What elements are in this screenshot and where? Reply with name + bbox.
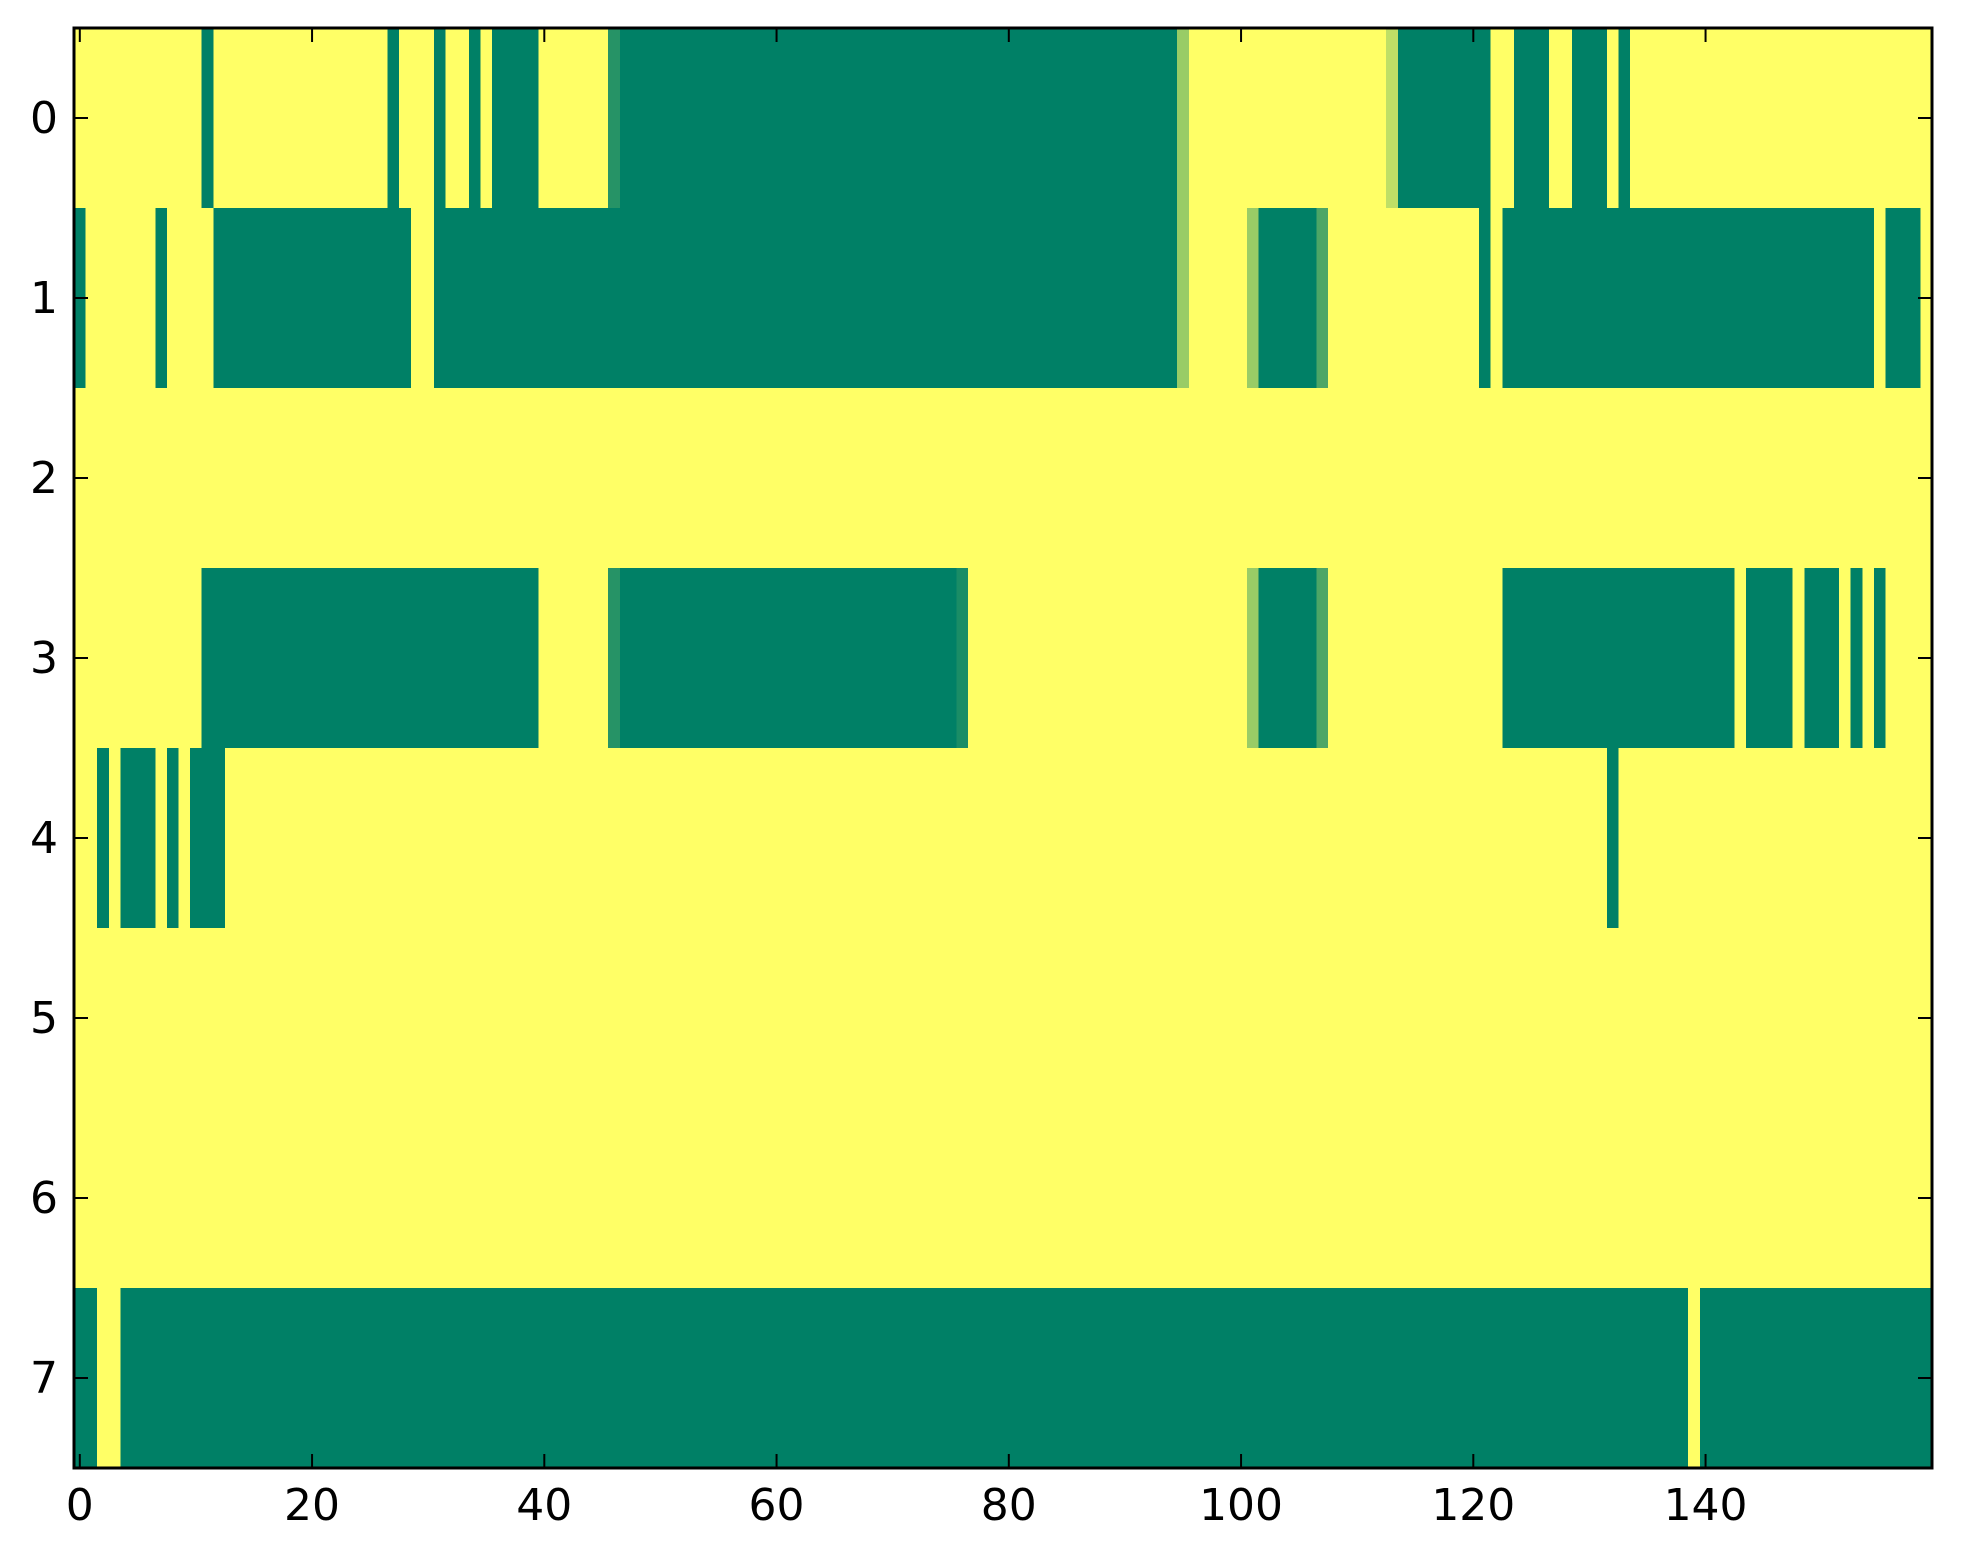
y-tick-label-1: 1 [30,273,58,324]
heatmap-cell-row1-run5 [1246,208,1259,388]
y-tick-label-3: 3 [30,633,58,684]
plot-frame [72,26,1934,1470]
y-tick-label-6: 6 [30,1173,58,1224]
heatmap-cell-row7-run2 [1699,1288,1932,1468]
heatmap-cell-row0-run2 [433,28,446,208]
heatmap-cell-row4-run3 [190,748,225,928]
x-axis-tick-labels: 0 20 40 60 80 100 120 140 [66,1480,1748,1531]
x-tick-label-0: 0 [66,1480,94,1531]
heatmap-cell-row0-run11 [1572,28,1607,208]
heatmap-cell-row3-run8 [1746,568,1793,748]
heatmap-cell-row0-run3 [468,28,481,208]
heatmap-cell-row0-run7 [1177,28,1189,208]
heatmap-cell-row0-run9 [1397,28,1491,208]
x-tick-label-120: 120 [1431,1480,1515,1531]
heatmap-cell-row1-run3 [433,208,1178,388]
heatmap-cell-row7-run1 [120,1288,1689,1468]
heatmap-cell-row4-run4 [1606,748,1619,928]
heatmap-cell-row1-run9 [1502,208,1874,388]
y-tick-label-0: 0 [30,93,58,144]
heatmap-cell-row0-run10 [1513,28,1549,208]
heatmap-cell-row1-run1 [155,208,167,388]
x-tick-label-140: 140 [1664,1480,1748,1531]
heatmap-cell-row1-run2 [213,208,411,388]
heatmap-cell-row0-run5 [608,28,620,208]
heatmap-cell-row0-run4 [492,28,539,208]
x-tick-label-100: 100 [1199,1480,1283,1531]
heatmap-cell-row4-run2 [166,748,179,928]
heatmap-cell-row3-run4 [1246,568,1259,748]
heatmap-cell-row3-run9 [1804,568,1840,748]
heatmap-cell-row4-run1 [120,748,156,928]
axis-ticks [74,28,1932,1468]
heatmap-cell-row1-run4 [1177,208,1189,388]
y-tick-label-4: 4 [30,813,58,864]
heatmap-cells [74,28,1932,1468]
x-tick-label-40: 40 [516,1480,572,1531]
heatmap-cell-row1-run10 [1885,208,1921,388]
heatmap-cell-row1-run6 [1258,208,1317,388]
heatmap-cell-row0-run1 [387,28,400,208]
x-tick-label-20: 20 [284,1480,340,1531]
x-tick-label-60: 60 [749,1480,805,1531]
heatmap-cell-row3-run7 [1502,568,1735,748]
heatmap-cell-row3-run3 [956,568,969,748]
y-tick-label-2: 2 [30,453,58,504]
heatmap-cell-row0-run12 [1618,28,1631,208]
heatmap-cell-row0-run0 [201,28,214,208]
y-tick-label-7: 7 [30,1353,58,1404]
heatmap-cell-row3-run0 [201,568,539,748]
y-axis-tick-labels: 0 1 2 3 4 5 6 7 [30,93,58,1404]
heatmap-cell-row3-run2 [619,568,957,748]
heatmap-cell-row3-run5 [1258,568,1317,748]
heatmap-cell-row0-run6 [619,28,1178,208]
y-tick-label-5: 5 [30,993,58,1044]
heatmap-cell-row0-run8 [1386,28,1398,208]
heatmap-cell-row1-run8 [1479,208,1491,388]
heatmap-cell-row3-run6 [1316,568,1329,748]
x-tick-label-80: 80 [981,1480,1037,1531]
heatmap-cell-row4-run0 [97,748,109,928]
heatmap-cell-row3-run10 [1850,568,1863,748]
heatmap-cell-row1-run7 [1316,208,1329,388]
heatmap-cell-row3-run11 [1873,568,1886,748]
heatmap-cell-row3-run1 [608,568,620,748]
